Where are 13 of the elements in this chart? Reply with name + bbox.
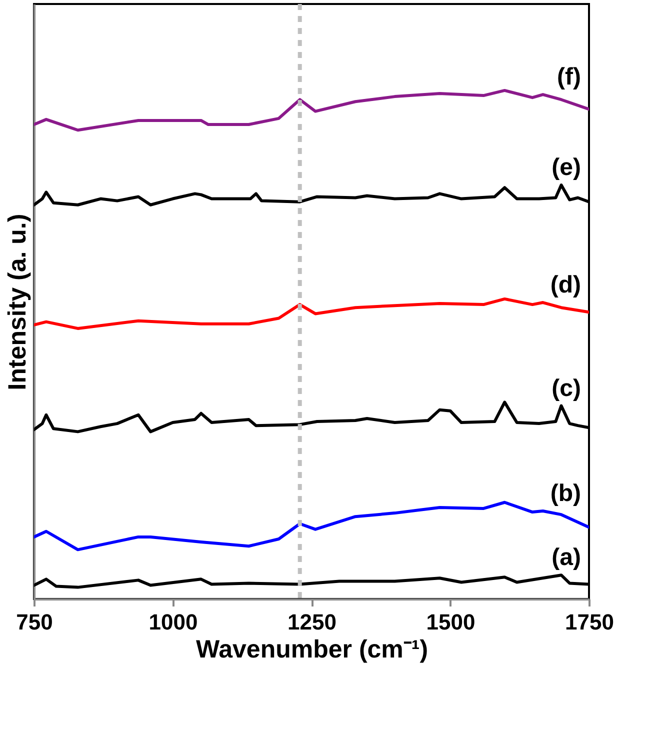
series-label: (d) [550,272,581,299]
x-tick-label: 1500 [426,610,476,634]
x-axis-title: Wavenumber (cm⁻¹) [196,636,428,664]
x-tick-label: 1250 [288,610,336,634]
series-label: (e) [552,154,581,182]
x-tick-label: 1750 [565,610,614,634]
series-label: (a) [552,544,581,572]
series-label: (b) [550,480,581,508]
series-label: (f) [557,64,581,91]
x-tick-label: 750 [16,610,53,634]
y-axis-title: Intensity (a. u.) [4,214,32,390]
series-label: (c) [552,374,581,402]
x-tick-label: 1000 [148,610,198,634]
